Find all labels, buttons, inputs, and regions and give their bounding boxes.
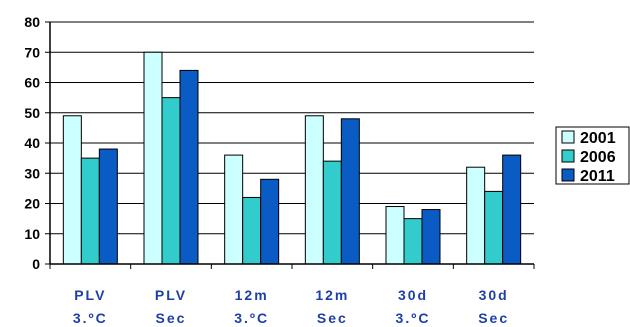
legend-swatch-2006 [561, 149, 575, 163]
y-tick-label: 0 [32, 256, 40, 272]
x-category-label: 3.ºC [396, 310, 431, 326]
y-tick-label: 70 [24, 44, 40, 60]
x-category-labels: PLV 3.ºC PLV Sec 12m 3.ºC 12m Sec 30d 3.ºC 30d Sec [73, 287, 509, 326]
x-category-label: PLV [155, 287, 187, 303]
y-tick-label: 20 [24, 196, 40, 212]
x-category-label: 3.ºC [234, 310, 269, 326]
x-category-label: 12m [315, 287, 349, 303]
bar-2006-5 [484, 190, 504, 265]
bar-2001-1 [143, 51, 163, 265]
x-category-label: 30d [398, 287, 428, 303]
bar-2006-4 [403, 218, 423, 265]
axes [45, 21, 535, 269]
legend-swatch-2001 [561, 130, 575, 144]
legend: 2001 2006 2011 [555, 126, 630, 185]
bar-2001-4 [385, 206, 405, 265]
y-tick-label: 80 [24, 14, 40, 30]
bar-2006-3 [322, 160, 342, 265]
x-category-label: Sec [156, 310, 187, 326]
bar-2011-3 [340, 118, 360, 265]
legend-swatch-2011 [561, 168, 575, 182]
bar-2006-2 [242, 196, 262, 265]
bar-2001-2 [224, 154, 244, 265]
legend-label: 2011 [580, 168, 615, 185]
bar-2011-5 [502, 154, 522, 265]
x-category-label: Sec [478, 310, 509, 326]
bars [62, 51, 522, 265]
bar-2011-2 [260, 178, 280, 265]
x-category-label: 30d [479, 287, 509, 303]
y-tick-label: 10 [24, 226, 40, 242]
y-tick-label: 30 [24, 165, 40, 181]
x-category-label: 3.ºC [73, 310, 108, 326]
bar-2001-0 [62, 115, 82, 265]
bar-2011-4 [421, 209, 441, 265]
bar-2001-5 [466, 166, 486, 265]
gridlines [50, 21, 534, 235]
y-tick-label: 50 [24, 105, 40, 121]
x-category-label: Sec [317, 310, 348, 326]
bar-2006-0 [80, 157, 100, 265]
y-tick-labels: 0 10 20 30 40 50 60 70 80 [24, 14, 40, 272]
y-tick-label: 60 [24, 75, 40, 91]
bar-2011-1 [179, 69, 199, 265]
legend-label: 2001 [580, 130, 616, 147]
y-tick-label: 40 [24, 135, 40, 151]
x-category-label: 12m [235, 287, 269, 303]
bar-2011-0 [98, 148, 118, 265]
legend-label: 2006 [580, 149, 616, 166]
bar-2001-3 [304, 115, 324, 265]
bar-2006-1 [161, 97, 181, 265]
x-category-label: PLV [74, 287, 106, 303]
